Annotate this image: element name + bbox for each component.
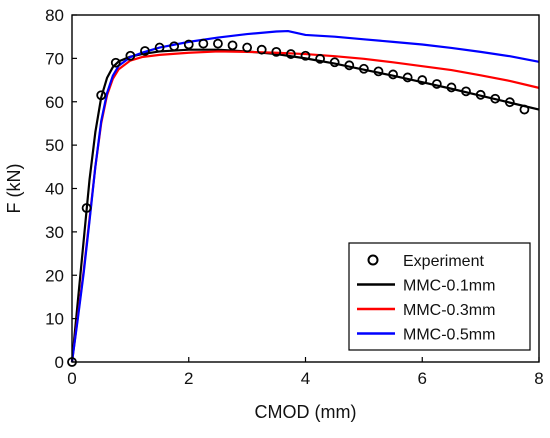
x-tick-label: 6	[418, 369, 427, 388]
data-point	[286, 49, 296, 59]
data-point	[519, 104, 530, 115]
data-point	[110, 57, 121, 68]
legend-box	[348, 242, 531, 351]
y-tick-label: 50	[45, 136, 64, 155]
data-point	[402, 72, 413, 83]
y-tick-label: 60	[45, 93, 64, 112]
data-point	[461, 86, 471, 97]
x-tick-label: 4	[301, 369, 310, 388]
legend: Experiment MMC-0.1mm MMC-0.3mm MMC-0.5mm	[348, 242, 531, 351]
data-point	[198, 38, 209, 49]
y-tick-label: 80	[45, 6, 64, 25]
data-point	[242, 42, 253, 53]
data-point	[300, 50, 311, 61]
data-point	[490, 93, 501, 104]
y-tick-label: 40	[45, 180, 64, 199]
data-point	[373, 66, 384, 77]
y-tick-label: 20	[45, 266, 64, 285]
data-point	[183, 39, 194, 50]
data-point	[140, 46, 150, 56]
legend-label: MMC-0.1mm	[403, 278, 495, 295]
data-point	[504, 97, 515, 108]
plot-area	[67, 29, 540, 367]
y-tick-label: 10	[45, 310, 64, 329]
data-point	[96, 90, 107, 101]
data-point	[431, 79, 442, 89]
y-axis: 0 10 20 30 40 50 60 70 80	[45, 6, 77, 372]
x-axis-title: CMOD (mm)	[255, 402, 357, 422]
legend-label: Experiment	[403, 253, 484, 270]
data-point	[446, 82, 457, 93]
data-point	[125, 50, 136, 61]
y-tick-label: 30	[45, 223, 64, 242]
y-axis-title: F (kN)	[4, 164, 24, 214]
data-point	[169, 41, 180, 52]
data-point	[344, 60, 355, 71]
data-point	[388, 69, 398, 80]
legend-swatch	[367, 254, 379, 266]
data-point	[475, 89, 486, 100]
legend-label: MMC-0.3mm	[403, 302, 495, 319]
y-tick-label: 0	[55, 353, 64, 372]
data-point	[154, 42, 165, 53]
x-tick-label: 2	[184, 369, 193, 388]
data-point	[81, 203, 92, 213]
data-point	[315, 53, 325, 64]
data-point	[417, 75, 428, 85]
data-point	[271, 46, 282, 57]
y-tick-label: 70	[45, 49, 64, 68]
legend-label: MMC-0.5mm	[403, 327, 495, 344]
x-tick-label: 0	[67, 369, 76, 388]
data-point	[256, 44, 267, 55]
data-point	[227, 40, 238, 51]
plot-frame	[71, 14, 540, 363]
data-point	[329, 57, 340, 68]
series-line-mmc-0-1mm	[70, 48, 540, 363]
data-point	[213, 38, 223, 49]
x-tick-label: 8	[534, 369, 543, 388]
data-point	[358, 63, 369, 74]
